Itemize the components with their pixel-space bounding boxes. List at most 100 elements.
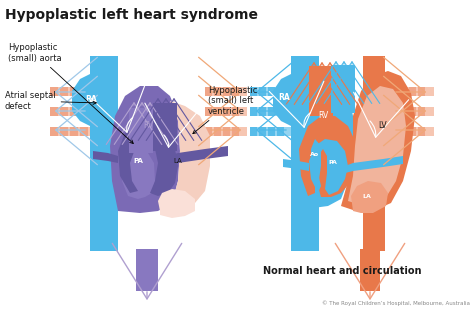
Text: RV: RV — [143, 122, 153, 131]
Polygon shape — [299, 116, 356, 197]
Bar — [214, 107, 221, 116]
Polygon shape — [158, 189, 195, 218]
Polygon shape — [110, 86, 180, 213]
Text: Hypoplastic
(small) left
ventricle: Hypoplastic (small) left ventricle — [193, 86, 257, 134]
Bar — [145, 108, 153, 153]
Bar — [60, 127, 68, 136]
Bar — [205, 107, 247, 116]
Bar — [291, 56, 319, 251]
Text: Normal heart and circulation: Normal heart and circulation — [263, 266, 421, 276]
Bar — [250, 87, 293, 96]
Polygon shape — [170, 101, 210, 203]
Bar — [223, 107, 230, 116]
Polygon shape — [309, 139, 348, 195]
Polygon shape — [353, 161, 383, 173]
Bar — [418, 107, 425, 116]
Bar — [60, 87, 68, 96]
Bar — [268, 127, 275, 136]
Bar — [259, 87, 266, 96]
Text: Hypoplastic left heart syndrome: Hypoplastic left heart syndrome — [5, 8, 258, 22]
Bar — [161, 103, 169, 151]
Text: © The Royal Children’s Hospital, Melbourne, Australia: © The Royal Children’s Hospital, Melbour… — [322, 300, 470, 306]
Bar — [331, 65, 339, 113]
Bar — [391, 127, 434, 136]
Bar — [70, 127, 78, 136]
Bar — [50, 87, 93, 96]
Bar — [205, 87, 247, 96]
Bar — [400, 127, 407, 136]
Text: Hypoplastic
(small) aorta: Hypoplastic (small) aorta — [8, 43, 133, 143]
Text: RV: RV — [318, 112, 328, 120]
Text: Atrial septal
defect: Atrial septal defect — [5, 91, 96, 111]
Bar — [317, 66, 325, 116]
Bar — [250, 107, 293, 116]
Bar — [214, 127, 221, 136]
Polygon shape — [291, 76, 353, 211]
Bar — [205, 107, 212, 116]
Polygon shape — [168, 146, 228, 163]
Bar — [232, 87, 239, 96]
Text: RA: RA — [85, 95, 97, 104]
Polygon shape — [283, 159, 309, 171]
Bar — [400, 87, 407, 96]
Bar — [400, 107, 407, 116]
Bar — [223, 87, 230, 96]
Text: RA: RA — [278, 94, 290, 103]
Bar — [80, 127, 88, 136]
Bar — [50, 127, 58, 136]
Bar — [277, 107, 284, 116]
Bar — [250, 107, 257, 116]
Bar — [277, 87, 284, 96]
Bar — [418, 87, 425, 96]
Bar — [50, 127, 93, 136]
Bar — [418, 127, 425, 136]
Bar — [136, 249, 158, 291]
Bar — [50, 107, 93, 116]
Bar — [80, 107, 88, 116]
Polygon shape — [273, 74, 311, 126]
Bar — [223, 127, 230, 136]
Bar — [50, 107, 58, 116]
Bar — [391, 87, 434, 96]
Bar — [205, 127, 212, 136]
Bar — [363, 56, 385, 251]
Bar — [409, 87, 416, 96]
Bar — [250, 87, 257, 96]
Bar — [80, 87, 88, 96]
Bar — [409, 127, 416, 136]
Bar — [360, 249, 380, 291]
Polygon shape — [93, 151, 118, 163]
Bar — [250, 127, 293, 136]
Bar — [50, 87, 58, 96]
Polygon shape — [351, 181, 388, 213]
Bar — [232, 127, 239, 136]
Bar — [214, 87, 221, 96]
Text: PA: PA — [133, 158, 143, 164]
Text: LA: LA — [173, 158, 182, 164]
Bar — [90, 56, 118, 251]
Bar — [309, 66, 317, 116]
Bar — [391, 107, 434, 116]
Bar — [205, 127, 247, 136]
Bar — [391, 87, 398, 96]
Bar — [60, 107, 68, 116]
Text: LV: LV — [379, 122, 387, 131]
Bar — [259, 107, 266, 116]
Bar — [325, 66, 333, 116]
Bar — [347, 65, 355, 113]
Text: Ao: Ao — [310, 151, 319, 156]
Bar — [232, 107, 239, 116]
Polygon shape — [122, 149, 155, 199]
Polygon shape — [118, 126, 178, 196]
Bar — [268, 107, 275, 116]
Bar — [153, 103, 161, 151]
Text: LA: LA — [363, 193, 372, 198]
Bar — [70, 107, 78, 116]
Bar — [339, 65, 347, 113]
Bar — [205, 87, 212, 96]
Bar — [137, 108, 145, 153]
Text: PA: PA — [328, 160, 337, 165]
Bar — [169, 103, 177, 151]
Polygon shape — [341, 71, 415, 211]
Polygon shape — [72, 74, 110, 126]
